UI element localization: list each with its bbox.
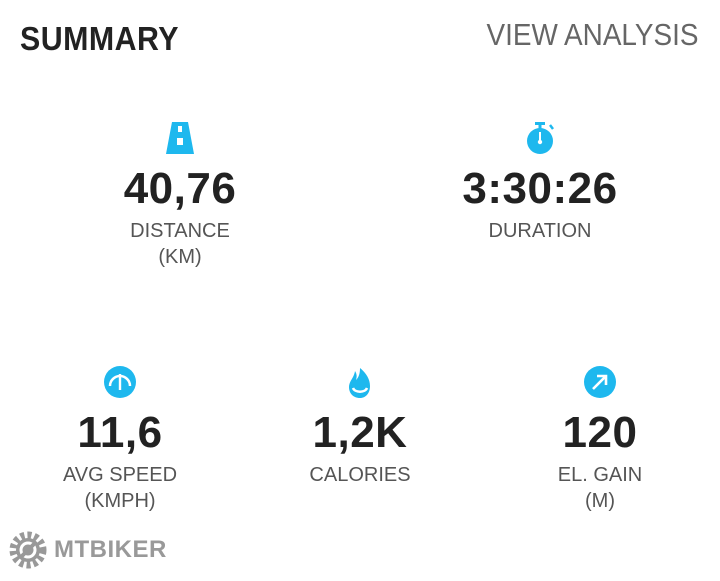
calories-value: 1,2K	[312, 408, 408, 457]
stat-elevation-gain: 120 EL. GAIN (M)	[480, 364, 720, 514]
distance-unit: (KM)	[158, 246, 202, 268]
duration-value: 3:30:26	[462, 164, 618, 213]
stat-distance: 40,76 DISTANCE (KM)	[60, 120, 300, 270]
arrow-up-right-icon	[584, 366, 616, 398]
stat-calories: 1,2K CALORIES	[240, 364, 480, 488]
stopwatch-icon	[527, 122, 554, 154]
mtbiker-watermark: MTBIKER	[8, 530, 167, 570]
watermark-text: MTBIKER	[54, 536, 167, 563]
avg-speed-unit: (KMPH)	[84, 490, 156, 512]
avg-speed-value: 11,6	[77, 408, 163, 457]
distance-label: DISTANCE	[130, 220, 230, 242]
stat-avg-speed: 11,6 AVG SPEED (KMPH)	[0, 364, 240, 514]
view-analysis-link[interactable]: VIEW ANALYSIS	[486, 17, 698, 52]
distance-value: 40,76	[123, 164, 237, 213]
duration-label: DURATION	[488, 220, 592, 242]
elevation-gain-label: EL. GAIN	[557, 464, 643, 486]
elevation-gain-value: 120	[562, 408, 638, 457]
stat-duration: 3:30:26 DURATION	[420, 120, 660, 244]
road-icon	[166, 122, 194, 154]
elevation-gain-unit: (M)	[585, 490, 615, 512]
speedometer-icon	[104, 366, 136, 398]
avg-speed-label: AVG SPEED	[62, 464, 178, 486]
page-title: SUMMARY	[20, 20, 179, 57]
calories-label: CALORIES	[309, 464, 411, 486]
flame-icon	[349, 368, 370, 398]
gear-logo-icon	[9, 531, 47, 569]
